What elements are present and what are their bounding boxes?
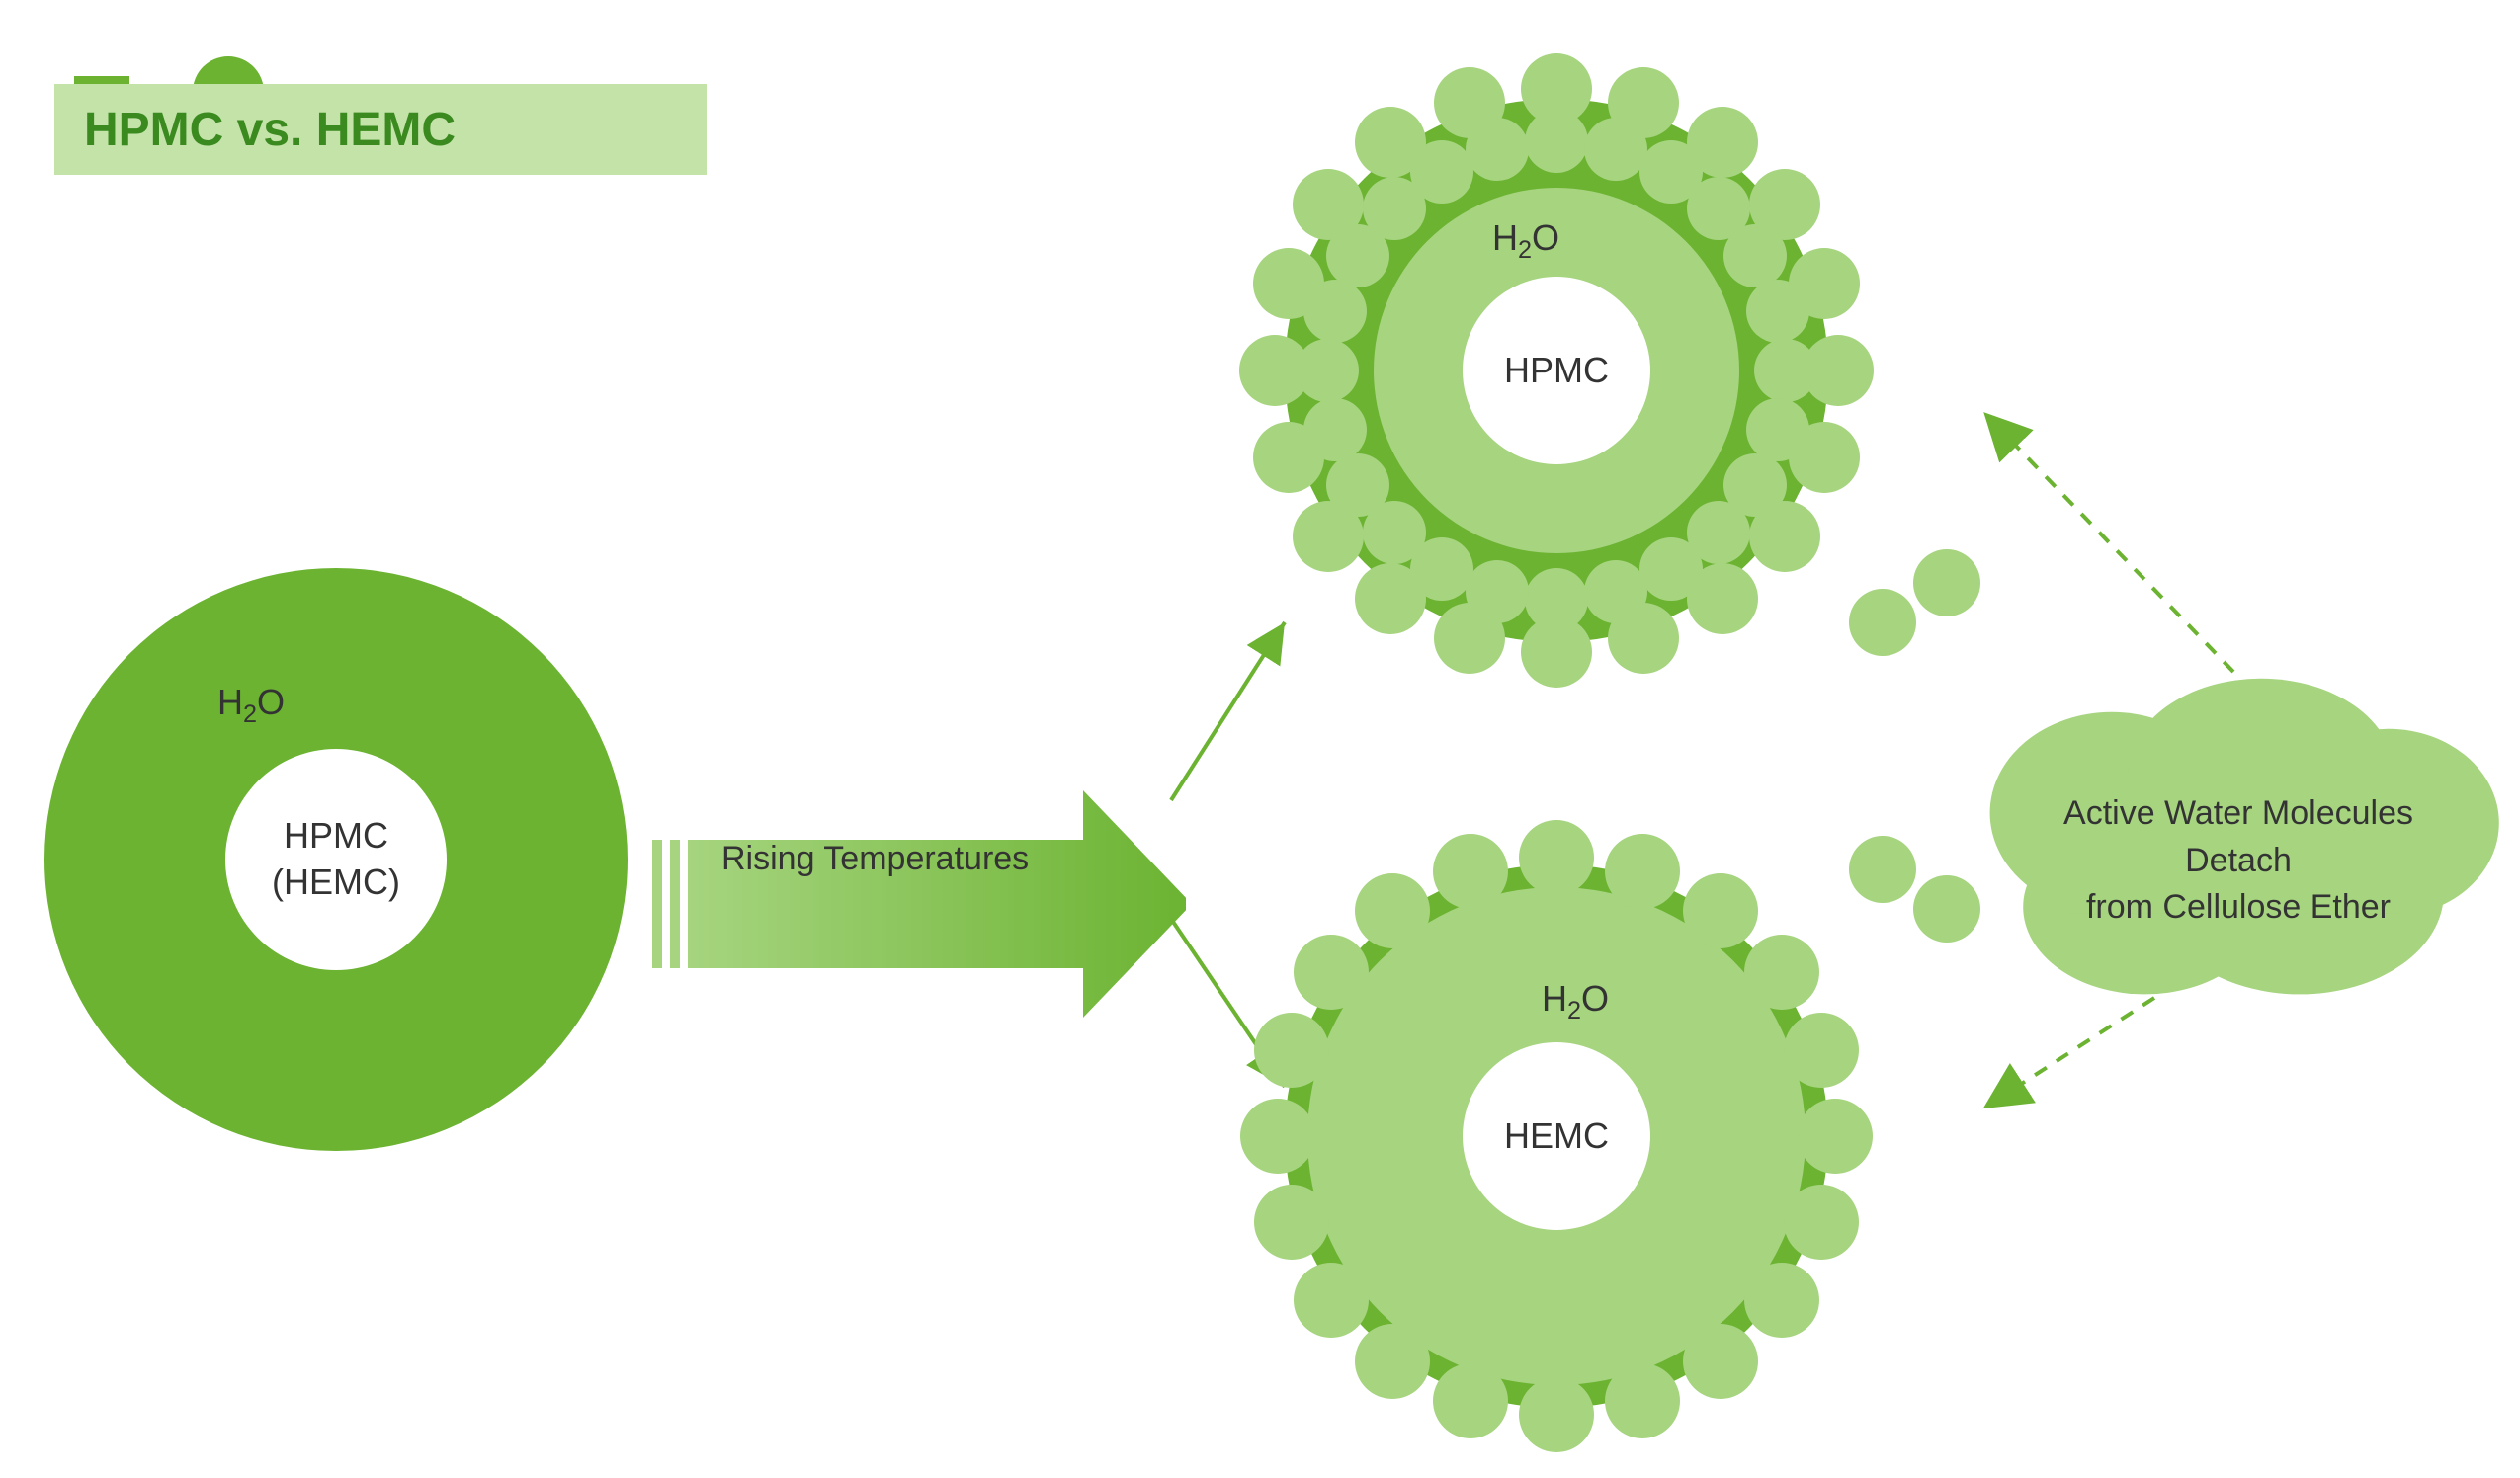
water-molecule-dot — [1803, 335, 1874, 406]
water-molecule-dot — [1253, 248, 1324, 319]
water-molecule-dot — [1433, 834, 1508, 909]
water-molecule-dot — [1749, 501, 1820, 572]
water-molecule-dot — [1294, 935, 1369, 1010]
water-molecule-dot — [1355, 563, 1426, 634]
cloud-text: Active Water Molecules Detachfrom Cellul… — [2006, 790, 2471, 932]
rising-temp-arrow — [652, 790, 1186, 1023]
water-molecule-dot — [1789, 422, 1860, 493]
detached-water-dot — [1849, 836, 1916, 903]
top-h2o-label: H2O — [1492, 217, 1559, 265]
water-molecule-dot — [1355, 873, 1430, 948]
water-molecule-dot — [1355, 1324, 1430, 1399]
water-molecule-dot — [1798, 1099, 1873, 1174]
water-molecule-dot — [1749, 169, 1820, 240]
rising-temp-label: Rising Temperatures — [721, 840, 1029, 878]
left-center-label: HPMC(HEMC) — [272, 813, 400, 906]
top-center-label: HPMC — [1504, 348, 1609, 394]
water-molecule-dot — [1789, 248, 1860, 319]
water-molecule-dot — [1744, 935, 1819, 1010]
water-molecule-dot — [1744, 1263, 1819, 1338]
water-molecule-dot — [1784, 1013, 1859, 1088]
water-molecule-dot — [1433, 1363, 1508, 1438]
water-molecule-dot — [1293, 501, 1364, 572]
water-molecule-dot — [1519, 820, 1594, 895]
water-molecule-dot — [1683, 873, 1758, 948]
title-bar: HPMC vs. HEMC — [54, 84, 707, 175]
water-molecule-dot — [1254, 1013, 1329, 1088]
water-molecule-dot — [1784, 1185, 1859, 1260]
title-text: HPMC vs. HEMC — [84, 103, 456, 157]
water-molecule-dot — [1521, 53, 1592, 124]
water-molecule-dot — [1521, 616, 1592, 688]
water-molecule-dot — [1434, 603, 1505, 674]
water-molecule-dot — [1683, 1324, 1758, 1399]
water-molecule-dot — [1253, 422, 1324, 493]
water-molecule-dot — [1294, 1263, 1369, 1338]
water-molecule-dot — [1605, 834, 1680, 909]
water-molecule-dot — [1608, 67, 1679, 138]
water-molecule-dot — [1605, 1363, 1680, 1438]
bottom-h2o-label: H2O — [1542, 978, 1609, 1026]
water-molecule-dot — [1608, 603, 1679, 674]
water-molecule-dot — [1687, 107, 1758, 178]
water-molecule-dot — [1240, 1099, 1315, 1174]
detached-water-dot — [1849, 589, 1916, 656]
water-molecule-dot — [1239, 335, 1310, 406]
water-molecule-dot — [1254, 1185, 1329, 1260]
title-badge: HPMC vs. HEMC — [54, 84, 707, 175]
bottom-center-label: HEMC — [1504, 1113, 1609, 1160]
detached-water-dot — [1913, 549, 1980, 616]
water-molecule-dot — [1519, 1377, 1594, 1452]
water-molecule-dot — [1687, 563, 1758, 634]
water-molecule-dot — [1434, 67, 1505, 138]
left-h2o-label: H2O — [217, 682, 285, 729]
